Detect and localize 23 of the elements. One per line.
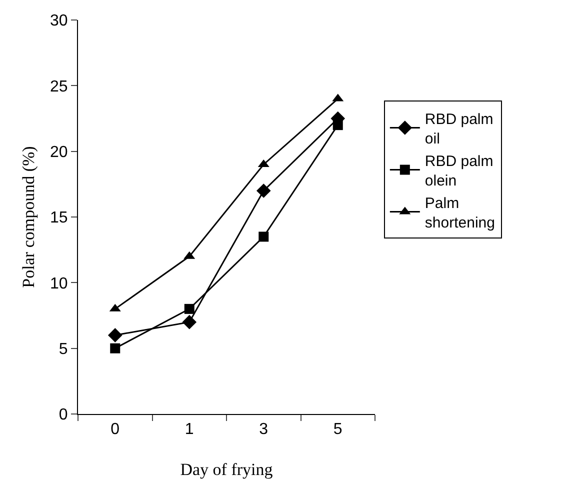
y-tick-label: 20 (50, 144, 68, 161)
x-axis-title: Day of frying (180, 460, 274, 479)
point (182, 314, 197, 330)
point (108, 328, 122, 342)
point (110, 343, 120, 354)
point (256, 184, 271, 198)
y-tick-label: 10 (50, 275, 68, 292)
x-tick-label: 1 (184, 421, 194, 438)
x-tick-label: 3 (259, 421, 268, 438)
legend-label: RBD palm oil (424, 110, 494, 148)
point (258, 232, 269, 242)
x-tick-label: 5 (333, 421, 342, 438)
x-tick-label: 0 (110, 421, 120, 438)
point (332, 120, 343, 130)
legend-label: RBD palm olein (424, 152, 494, 190)
y-tick-label: 25 (50, 78, 68, 96)
y-tick-label: 5 (58, 340, 68, 358)
y-axis-title: Polar compound (%) (19, 146, 38, 288)
point (184, 304, 194, 314)
y-tick-label: 30 (50, 12, 68, 30)
y-tick-label: 15 (50, 210, 68, 227)
legend-label: Palm shortening (424, 194, 495, 232)
y-tick-label: 0 (58, 406, 68, 424)
